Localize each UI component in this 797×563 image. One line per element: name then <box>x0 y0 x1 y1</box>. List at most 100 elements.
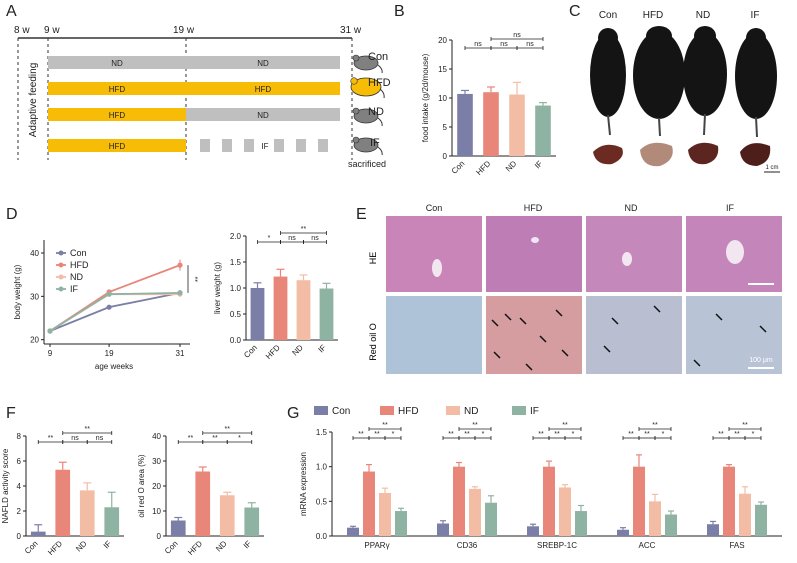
row-nd-seg2 <box>186 108 340 121</box>
liver-photos <box>593 142 771 167</box>
row-hfd-seg1-label: HFD <box>109 85 126 94</box>
y-tick-label: 1.5 <box>316 428 328 437</box>
histo-col-hfd: HFD <box>524 203 543 213</box>
bar-con <box>170 520 186 536</box>
group-label-nd: ND <box>368 106 384 118</box>
bar-con <box>347 527 359 536</box>
y-tick-label: 0.5 <box>230 310 242 319</box>
y-tick-label: 8 <box>17 432 22 441</box>
bar-hfd <box>363 471 375 536</box>
y-tick-label: 0.0 <box>230 336 242 345</box>
bar-hfd <box>723 466 735 536</box>
bar-con <box>457 93 473 156</box>
bar-nd <box>509 94 525 156</box>
y-axis-title: food intake (g/2d/mouse) <box>421 53 430 142</box>
week-label-19: 19 w <box>173 25 195 36</box>
bar-if <box>319 288 334 340</box>
y-tick-label: 2 <box>17 507 22 516</box>
sig-label: ns <box>513 32 521 39</box>
legend-label-con: Con <box>70 248 87 258</box>
sig-label: ns <box>96 435 104 442</box>
mouse-icon-nd <box>352 107 383 127</box>
y-axis-title: body weight (g) <box>13 264 22 319</box>
x-tick-label: ND <box>290 343 305 358</box>
group-label-con: Con <box>368 51 388 63</box>
x-tick-label: ND <box>504 159 519 174</box>
x-axis-title: age weeks <box>95 362 133 371</box>
legend-swatch <box>314 406 328 415</box>
he-image-hfd <box>486 216 582 292</box>
y-tick-label: 20 <box>438 36 447 45</box>
bar-hfd <box>543 466 555 536</box>
sig-label: ** <box>85 426 91 433</box>
mouse-icon-if <box>352 136 383 156</box>
oro-image-con <box>386 296 482 374</box>
row-con-seg1-label: ND <box>111 59 123 68</box>
sig-label: ** <box>301 226 307 233</box>
y-tick-label: 30 <box>30 292 39 301</box>
sig-label: ** <box>225 426 231 433</box>
bar-hfd <box>273 276 288 340</box>
bar-if <box>244 507 260 536</box>
y-tick-label: 5 <box>443 123 448 132</box>
histo-col-if: IF <box>726 203 735 213</box>
mouse-icon-con <box>352 54 383 74</box>
row-con-seg1 <box>48 56 186 69</box>
y-tick-label: 40 <box>30 249 39 258</box>
y-tick-label: 1.0 <box>316 463 328 472</box>
y-tick-label: 0.5 <box>316 497 328 506</box>
panel-letter-c: C <box>569 3 581 20</box>
x-tick-label: 9 <box>48 349 53 358</box>
sig-label: ** <box>472 422 478 429</box>
row-nd-seg1 <box>48 108 186 121</box>
he-image-con <box>386 216 482 292</box>
lipid-arrows <box>491 305 767 371</box>
chart-nafld-score: 0 2 4 6 8 Con HFD ND IF ** ns ns ** NAFLD activity sc… <box>1 426 124 557</box>
row-hfd-seg1 <box>48 82 186 95</box>
bar-hfd <box>633 466 645 536</box>
sig-label: ** <box>464 431 470 438</box>
chart-liver-weight: 0.0 0.5 1.0 1.5 2.0 Con HFD ND IF * ns ns ** liver we… <box>213 226 338 361</box>
photo-label-con: Con <box>599 10 617 21</box>
y-tick-label: 1.0 <box>230 284 242 293</box>
y-tick-label: 30 <box>152 457 161 466</box>
row-if-seg1-label: HFD <box>109 142 126 151</box>
bar-hfd <box>55 469 71 536</box>
mouse-icons <box>350 54 385 156</box>
x-tick-label: 31 <box>176 349 185 358</box>
data-point-if <box>47 328 53 334</box>
series-line-if <box>49 291 181 332</box>
group-label-if: IF <box>370 137 380 149</box>
panel-letter-g: G <box>287 405 299 422</box>
y-tick-label: 4 <box>17 482 22 491</box>
adaptive-feeding-label: Adaptive feeding <box>28 63 39 138</box>
bar-nd <box>296 280 311 340</box>
sig-label: ** <box>554 431 560 438</box>
x-tick-label: Con <box>450 159 467 176</box>
y-tick-label: 10 <box>152 507 161 516</box>
sig-label: ** <box>48 435 54 442</box>
sig-label: ** <box>742 422 748 429</box>
legend-swatch <box>380 406 394 415</box>
y-tick-label: 10 <box>438 94 447 103</box>
sig-label: ** <box>644 431 650 438</box>
legend-marker <box>58 274 64 280</box>
bar-nd <box>649 501 661 536</box>
data-point-hfd <box>177 262 183 268</box>
sig-label: * <box>572 431 575 438</box>
week-label-9: 9 w <box>44 25 60 36</box>
sig-label: ns <box>311 235 319 242</box>
oro-image-nd <box>586 296 682 374</box>
legend-swatch <box>446 406 460 415</box>
legend-label-nd: ND <box>464 406 478 417</box>
row-nd-seg2-label: ND <box>257 111 269 120</box>
oro-image-if <box>686 296 782 374</box>
legend-label-hfd: HFD <box>398 406 419 417</box>
legend-label-hfd: HFD <box>70 260 89 270</box>
y-axis-title: NAFLD activity score <box>1 448 10 523</box>
y-axis-title: mRNA expression <box>299 452 308 516</box>
group-label-hfd: HFD <box>368 77 391 89</box>
sig-label: ns <box>526 41 534 48</box>
